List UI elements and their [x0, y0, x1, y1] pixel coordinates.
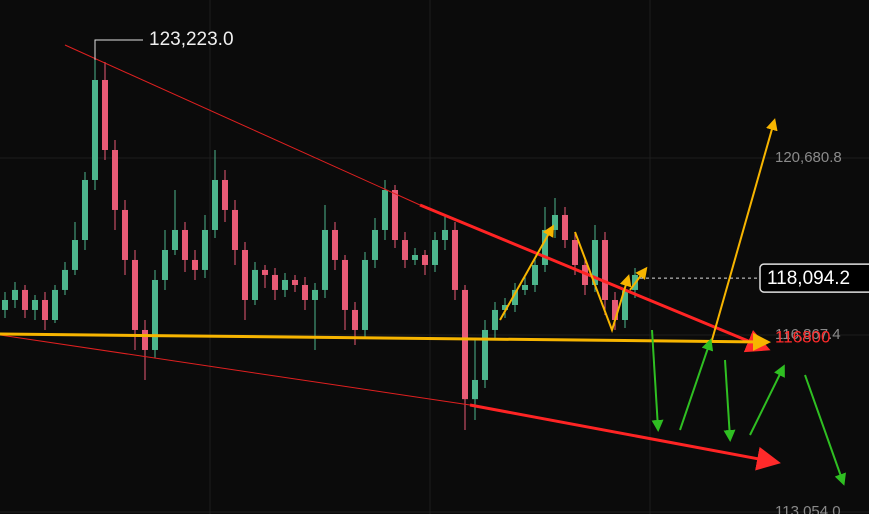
candle-body	[42, 299, 48, 320]
candle-body	[612, 299, 618, 320]
candle-body	[482, 329, 488, 380]
candle-body	[262, 269, 268, 275]
candle-body	[72, 240, 78, 270]
candle-body	[502, 305, 508, 310]
candle-body	[132, 259, 138, 330]
candle-body	[152, 279, 158, 350]
candle-body	[392, 190, 398, 241]
candle-body	[202, 229, 208, 270]
candle-body	[332, 229, 338, 260]
high-leader	[94, 39, 143, 60]
candle-body	[272, 274, 278, 290]
candle-body	[362, 259, 368, 330]
arrow	[651, 329, 664, 432]
candle-body	[32, 299, 38, 310]
candle-body	[492, 309, 498, 330]
candle-body	[222, 179, 228, 210]
target-label: 116800	[775, 328, 830, 347]
candle-body	[182, 229, 188, 260]
y-tick-label: 113,054.0	[775, 503, 841, 514]
candle-body	[322, 229, 328, 290]
candle-body	[2, 299, 8, 310]
arrow	[679, 338, 714, 431]
y-tick-label: 120,680.8	[775, 149, 842, 166]
arrow	[804, 374, 846, 486]
candle-body	[422, 255, 428, 265]
candle-body	[142, 329, 148, 350]
candle-body	[542, 229, 548, 265]
candle-body	[432, 240, 438, 265]
trendline	[469, 403, 781, 471]
candle-body	[212, 179, 218, 230]
candle-body	[92, 79, 98, 180]
candle-body	[302, 284, 308, 300]
high-label: 123,223.0	[149, 29, 234, 50]
candle-body	[242, 249, 248, 300]
candle-body	[442, 229, 448, 241]
candle-body	[22, 289, 28, 310]
arrow	[749, 364, 785, 436]
candle-body	[112, 149, 118, 210]
candle-body	[462, 289, 468, 400]
y-tick-label: 116,867.4	[775, 326, 841, 343]
candle-body	[292, 279, 298, 285]
candle-body	[352, 309, 358, 330]
support-line	[0, 332, 771, 351]
candle-body	[622, 289, 628, 320]
candle-body	[552, 214, 558, 230]
candle-body	[572, 240, 578, 265]
candle-body	[382, 190, 388, 230]
candle-body	[232, 209, 238, 250]
trendline	[64, 44, 421, 206]
candle-body	[12, 289, 18, 300]
candle-body	[402, 240, 408, 260]
candle-body	[82, 179, 88, 241]
candle-body	[342, 259, 348, 310]
labels: 120,680.8 116,867.4 113,054.0 123,223.0 118,…	[94, 29, 869, 514]
candle-body	[522, 284, 528, 290]
candle-body	[592, 240, 598, 285]
candle-body	[472, 379, 478, 400]
trendline	[0, 334, 471, 406]
candle-body	[602, 240, 608, 300]
candle-body	[532, 264, 538, 285]
arrow	[711, 118, 778, 341]
candle-body	[372, 229, 378, 260]
arrow	[499, 224, 554, 321]
candle-body	[102, 79, 108, 150]
candle-body	[512, 289, 518, 306]
candle-body	[52, 289, 58, 320]
last-price-box	[759, 263, 869, 293]
candle-body	[192, 259, 198, 270]
candle-body	[162, 249, 168, 280]
candle-body	[452, 229, 458, 290]
candle-body	[412, 255, 418, 260]
candle-body	[312, 289, 318, 300]
arrow	[574, 231, 632, 334]
candle-body	[562, 214, 568, 241]
candle-body	[62, 269, 68, 290]
vertical-grid	[209, 0, 651, 514]
drawings	[0, 44, 846, 486]
last-price-label: 118,094.2	[767, 268, 850, 289]
candle-body	[252, 269, 258, 300]
candle-body	[282, 279, 288, 290]
candle-body	[122, 209, 128, 260]
arrow	[629, 266, 648, 291]
arrow	[723, 359, 736, 442]
candle-body	[172, 229, 178, 250]
